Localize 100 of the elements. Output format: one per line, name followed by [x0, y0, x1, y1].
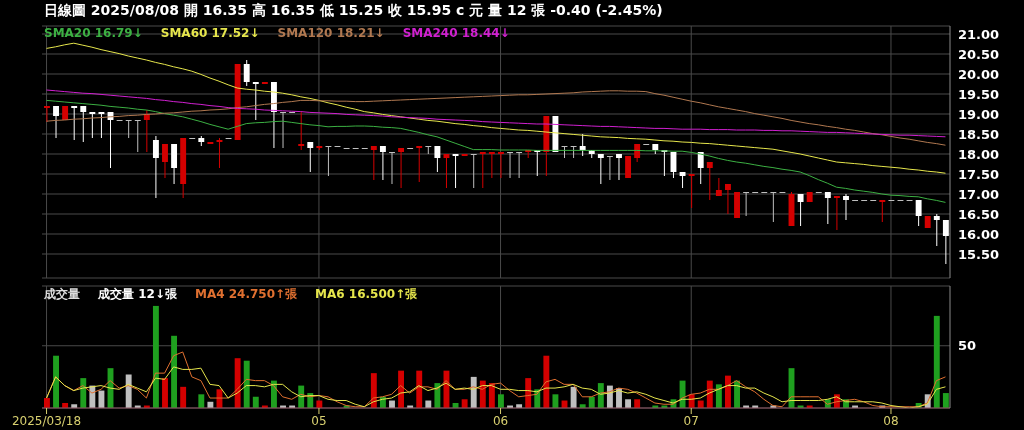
y-tick-label: 20.00 — [958, 66, 1000, 82]
candlestick — [252, 81, 259, 121]
x-tick-label: 07 — [683, 413, 699, 428]
bar — [933, 315, 940, 408]
candlestick — [488, 151, 495, 179]
candlestick — [470, 153, 477, 189]
candlestick — [498, 151, 504, 179]
bar — [98, 390, 105, 408]
bar — [634, 399, 641, 408]
y-tick-label: 19.00 — [958, 106, 1000, 122]
candlestick — [697, 151, 704, 185]
text: SMA120 18.21↓ — [277, 26, 385, 40]
text: MA4 24.750↑張 — [194, 286, 298, 303]
candlestick — [298, 111, 305, 151]
bar — [588, 396, 595, 408]
candlestick — [416, 145, 423, 183]
candlestick — [879, 199, 886, 223]
candlestick — [243, 59, 250, 87]
candlestick — [843, 193, 849, 221]
line-series — [46, 89, 946, 138]
candlestick — [915, 199, 922, 227]
candlestick — [80, 105, 87, 143]
bar — [552, 394, 559, 408]
text: SMA20 16.79↓ — [44, 26, 143, 40]
candlestick — [597, 153, 604, 185]
candlestick — [398, 147, 405, 189]
candlestick — [797, 193, 804, 227]
bar — [725, 375, 731, 408]
candlestick — [579, 133, 586, 157]
candlestick — [606, 155, 613, 181]
candlestick — [134, 119, 141, 153]
bar — [162, 378, 168, 408]
bar — [44, 398, 50, 408]
chart-title: 日線圖 2025/08/08 開 16.35 高 16.35 低 15.25 收 15.95 c 元 量 12 張 -0.40 (-2.45%) — [43, 1, 664, 20]
bar — [180, 386, 187, 408]
candlestick — [325, 145, 332, 177]
y-tick-label: 18.00 — [958, 146, 1000, 162]
bar — [125, 374, 132, 408]
candlestick — [725, 183, 731, 215]
x-tick-label: 06 — [492, 413, 509, 428]
annotation: 成交量 12↓張 — [98, 286, 177, 303]
line-series — [46, 90, 946, 146]
x-tick-label: 2025/03/18 — [11, 413, 82, 428]
candlestick — [824, 191, 831, 225]
candlestick — [125, 119, 132, 139]
bar — [543, 355, 550, 408]
text: SMA240 18.44↓ — [402, 26, 510, 40]
x-tick-label: 05 — [311, 413, 327, 428]
bar — [171, 335, 178, 408]
bar — [715, 384, 722, 408]
candlestick — [171, 143, 178, 185]
bar — [416, 370, 423, 408]
text: MA6 16.500↑張 — [315, 286, 418, 303]
bar — [461, 399, 468, 408]
y-tick-label: 21.00 — [958, 26, 1000, 42]
candlestick — [516, 151, 523, 179]
y-tick-label: 16.00 — [958, 226, 1000, 242]
bar — [570, 386, 577, 408]
bar — [498, 394, 504, 408]
bar — [152, 305, 159, 408]
bar — [252, 396, 259, 408]
line-series — [46, 99, 946, 203]
chart-title: 成交量 — [44, 286, 80, 303]
y-tick-label: 18.50 — [958, 126, 1000, 142]
candlestick — [942, 219, 949, 265]
bar — [942, 393, 949, 408]
bar — [243, 360, 250, 408]
bar — [370, 373, 377, 408]
candlestick — [616, 153, 622, 181]
candlestick — [307, 141, 314, 173]
y-tick-label: 50 — [958, 338, 977, 354]
candlestick — [688, 173, 695, 209]
candlestick — [933, 213, 940, 247]
bar — [234, 358, 241, 408]
bar — [198, 394, 205, 408]
y-tick-label: 16.50 — [958, 206, 1000, 222]
x-tick-label: 08 — [883, 413, 899, 428]
y-tick-label: 20.50 — [958, 46, 1000, 62]
candlestick — [743, 191, 750, 217]
candlestick — [706, 161, 713, 201]
candlestick — [479, 151, 486, 189]
candlestick — [53, 105, 59, 139]
candlestick — [770, 191, 777, 223]
y-tick-label: 17.50 — [958, 166, 1000, 182]
line-series — [46, 42, 946, 174]
candlestick — [98, 111, 105, 139]
candlestick — [379, 145, 386, 181]
candlestick — [71, 105, 78, 141]
y-tick-label: 17.00 — [958, 186, 1000, 202]
candlestick — [280, 111, 286, 149]
candlestick — [507, 151, 513, 179]
candlestick — [452, 153, 459, 189]
candlestick — [833, 195, 840, 231]
candlestick — [389, 151, 395, 185]
candlestick — [715, 177, 722, 197]
candlestick — [152, 135, 159, 199]
series-label: SMA60 17.52↓ — [160, 26, 260, 40]
candlestick — [162, 143, 168, 179]
candlestick — [44, 105, 50, 123]
bar — [625, 399, 632, 408]
